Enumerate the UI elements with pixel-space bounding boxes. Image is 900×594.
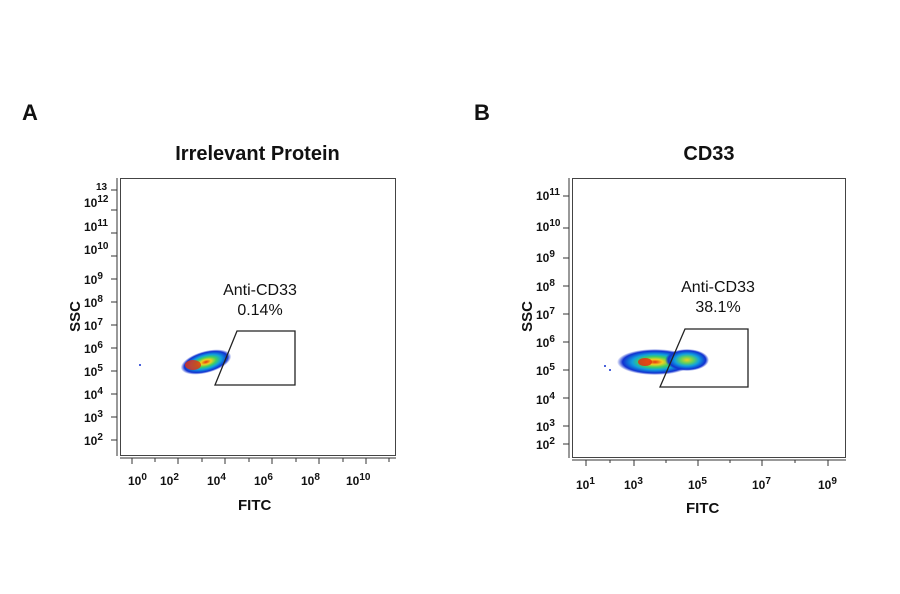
- panel-a-letter: A: [22, 100, 38, 125]
- panel-a-axis-ticks: [111, 178, 396, 464]
- panel-b-x-axis-label: FITC: [686, 500, 720, 517]
- panel-b-gate-label: Anti-CD33 38.1%: [681, 279, 755, 316]
- panel-a-cell-population: [139, 349, 232, 375]
- panel-b-gate: [659, 328, 749, 388]
- panel-a-title: Irrelevant Protein: [175, 143, 340, 165]
- panel-b-title: CD33: [683, 143, 735, 165]
- panel-a-x-axis-label: FITC: [238, 497, 272, 514]
- panel-b-letter: B: [474, 100, 490, 125]
- panel-a-plot-area: [120, 178, 396, 456]
- panel-b-plot-area: [572, 178, 846, 458]
- panel-b-axis-ticks: [563, 178, 846, 466]
- panel-a-gate-label: Anti-CD33 0.14%: [223, 282, 297, 319]
- panel-b-cell-population: [604, 349, 709, 375]
- panel-a-gate: [214, 330, 296, 386]
